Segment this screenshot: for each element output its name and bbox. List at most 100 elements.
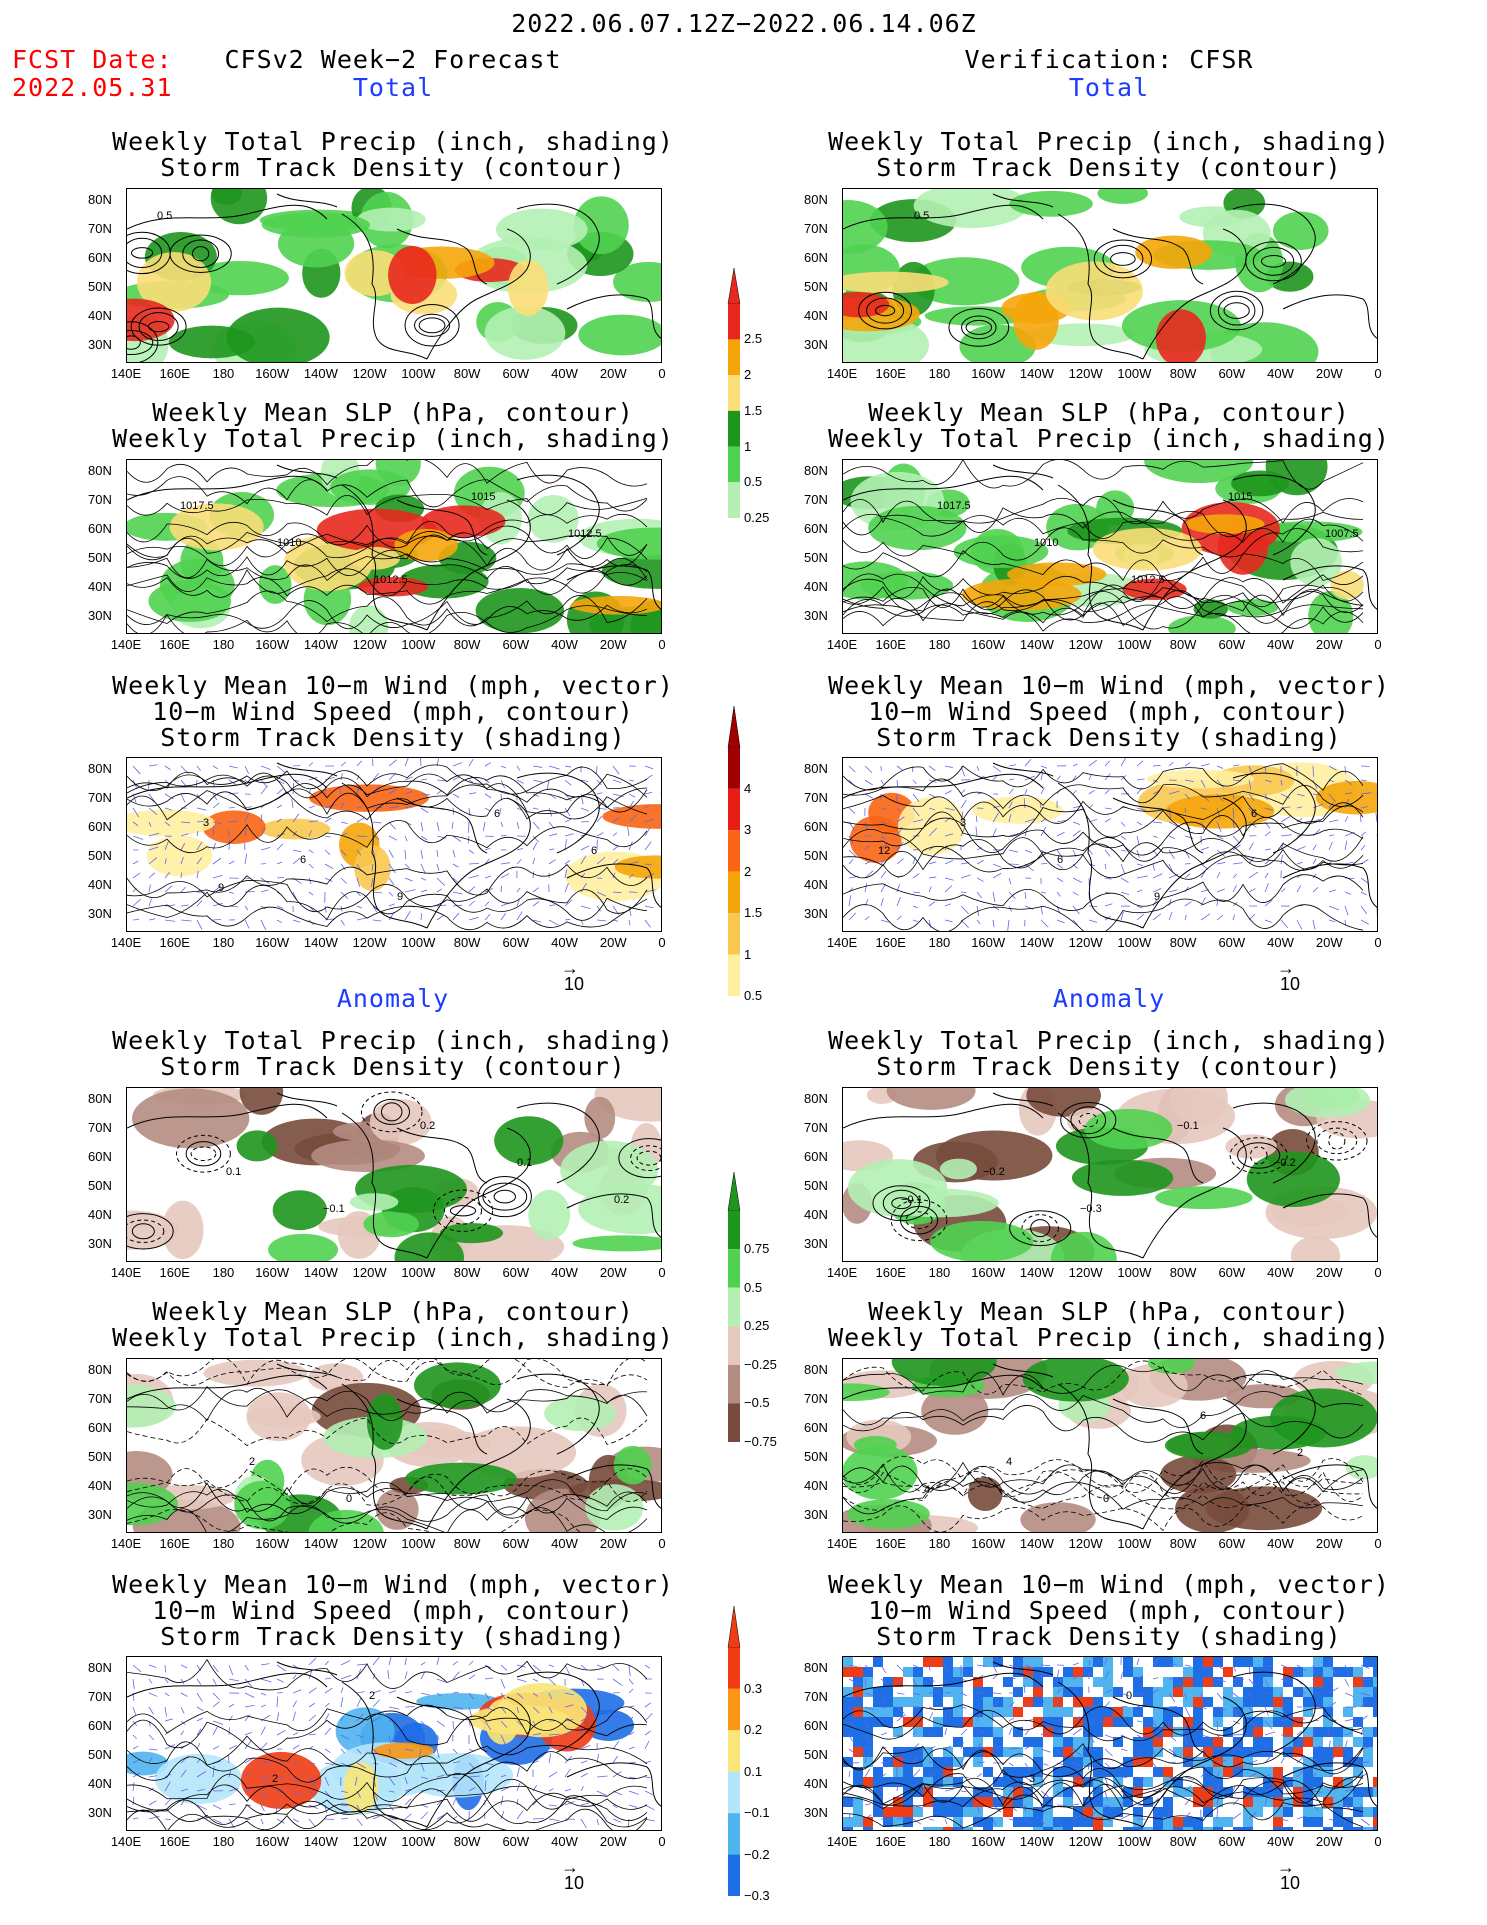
storm-density-cell <box>1013 1797 1023 1807</box>
storm-density-cell <box>1223 1727 1233 1737</box>
wind-vector <box>276 788 284 795</box>
wind-vector <box>324 849 331 855</box>
wind-vector <box>596 807 607 810</box>
wind-vector <box>1136 807 1146 811</box>
wind-vector <box>1328 905 1340 911</box>
colorbar-label: 0.3 <box>744 1680 763 1696</box>
storm-density-cell <box>893 1747 903 1757</box>
shading-blob <box>578 314 661 356</box>
contour-label: 2 <box>272 1773 278 1785</box>
lon-label: 140W <box>303 1536 338 1551</box>
lon-label: 60W <box>502 935 530 950</box>
wind-vector <box>1120 1672 1123 1680</box>
storm-density-cell <box>1153 1697 1163 1707</box>
storm-density-cell <box>1213 1677 1223 1687</box>
wind-vector <box>612 816 621 823</box>
wind-vector <box>452 912 460 921</box>
storm-density-cell <box>1323 1787 1333 1797</box>
wind-vector <box>1344 765 1346 774</box>
wind-vector <box>1216 821 1222 833</box>
wind-vector <box>896 765 904 772</box>
wind-vector <box>387 1669 390 1680</box>
storm-density-cell <box>1203 1747 1213 1757</box>
storm-density-cell <box>1373 1707 1377 1717</box>
wind-vector <box>864 1720 871 1730</box>
storm-density-cell <box>1123 1667 1133 1677</box>
lon-label: 60W <box>502 637 530 652</box>
wind-vector <box>244 891 255 893</box>
wind-vector <box>244 919 250 929</box>
storm-density-cell <box>1093 1657 1103 1667</box>
wind-vector <box>960 1728 968 1736</box>
wind-vector <box>516 859 522 865</box>
lon-label: 180 <box>928 1265 951 1280</box>
storm-density-cell <box>1353 1807 1363 1817</box>
storm-density-cell <box>1283 1797 1293 1807</box>
wind-vector <box>1360 891 1367 896</box>
storm-density-cell <box>853 1667 863 1677</box>
wind-vector <box>196 779 198 788</box>
storm-density-cell <box>943 1797 953 1807</box>
wind-vector <box>1168 1734 1177 1742</box>
contour-label: 1007.5 <box>1325 528 1359 540</box>
wind-vector <box>404 1671 408 1680</box>
storm-density-cell <box>1093 1817 1103 1827</box>
wind-vector <box>468 849 474 854</box>
wind-vector <box>1056 877 1064 883</box>
contour-line <box>1306 1121 1368 1161</box>
shading-blob <box>162 1200 204 1260</box>
colorbar-segment <box>728 1688 740 1731</box>
lon-label: 80W <box>1169 1536 1197 1551</box>
shading-blob <box>1225 1134 1277 1159</box>
storm-density-cell <box>1183 1817 1193 1827</box>
wind-vector <box>452 1784 458 1792</box>
storm-density-cell <box>1373 1777 1377 1787</box>
wind-vector <box>1200 846 1209 851</box>
wind-vector <box>516 1734 527 1737</box>
storm-density-cell <box>1313 1667 1323 1677</box>
wind-vector <box>308 1733 316 1736</box>
wind-vector <box>1136 778 1145 781</box>
wind-vector <box>1216 1794 1220 1806</box>
wind-vector <box>292 1790 302 1796</box>
shading-blob <box>190 260 289 296</box>
storm-density-cell <box>1123 1827 1133 1830</box>
lon-label: 160E <box>159 1834 190 1849</box>
lon-label: 160E <box>159 935 190 950</box>
wind-vector <box>324 1660 329 1666</box>
storm-density-cell <box>1103 1797 1113 1807</box>
shading-blob <box>507 259 549 316</box>
contour-label: 3 <box>960 817 966 829</box>
wind-vector <box>928 1804 936 1808</box>
wind-vector <box>1184 807 1187 814</box>
lon-label: 40W <box>551 1265 578 1280</box>
storm-density-cell <box>1063 1687 1073 1697</box>
storm-density-cell <box>1203 1667 1213 1677</box>
wind-vector <box>260 779 268 788</box>
wind-vector <box>912 1743 920 1750</box>
storm-density-cell <box>1213 1827 1223 1830</box>
wind-vector <box>484 1720 492 1731</box>
wind-vector <box>308 830 312 837</box>
storm-density-cell <box>893 1697 903 1707</box>
wind-vector <box>1184 886 1189 893</box>
wind-vector <box>1328 889 1336 893</box>
isobar-line <box>843 817 1364 856</box>
coastline <box>127 1363 661 1530</box>
storm-density-cell <box>1073 1687 1083 1697</box>
wind-vector <box>1120 1705 1128 1708</box>
wind-vector <box>1056 1790 1061 1796</box>
lon-label: 120W <box>1068 637 1103 652</box>
storm-density-cell <box>1003 1797 1013 1807</box>
wind-vector <box>564 833 574 837</box>
lon-label: 40W <box>551 637 578 652</box>
contour-line <box>630 1145 661 1172</box>
wind-vector <box>228 839 230 851</box>
isobar-line <box>127 563 648 605</box>
wind-vector <box>1184 1776 1195 1781</box>
storm-density-cell <box>1233 1747 1243 1757</box>
wind-vector <box>212 1766 215 1778</box>
wind-vector <box>1376 833 1377 836</box>
wind-vector <box>1072 1716 1080 1722</box>
wind-vector <box>436 1748 440 1759</box>
